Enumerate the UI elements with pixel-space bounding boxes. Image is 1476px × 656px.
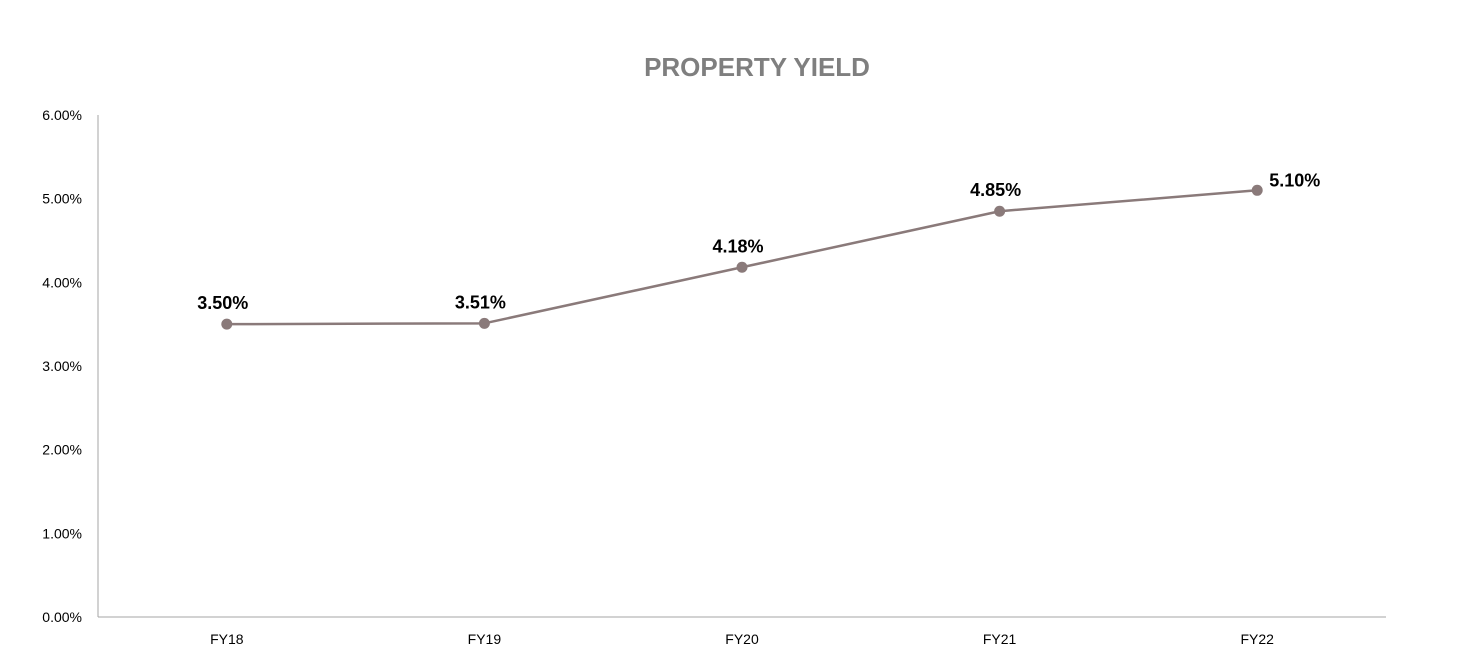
data-label: 3.50%	[197, 293, 248, 313]
data-label: 4.85%	[970, 180, 1021, 200]
data-point	[994, 205, 1006, 217]
data-label: 4.18%	[712, 236, 763, 256]
x-axis: FY18 FY19 FY20 FY21 FY22	[98, 616, 1386, 647]
y-tick-label: 6.00%	[42, 107, 82, 123]
y-tick-label: 5.00%	[42, 191, 82, 207]
y-tick-label: 1.00%	[42, 525, 82, 541]
y-axis: 0.00% 1.00% 2.00% 3.00% 4.00% 5.00% 6.00%	[42, 107, 99, 625]
y-tick-label: 4.00%	[42, 274, 82, 290]
y-tick-label: 3.00%	[42, 358, 82, 374]
chart-title: PROPERTY YIELD	[644, 52, 870, 82]
y-tick-label: 0.00%	[42, 609, 82, 625]
x-tick-label: FY19	[468, 631, 502, 647]
x-tick-label: FY22	[1240, 631, 1274, 647]
data-labels-group: 3.50% 3.51% 4.18% 4.85% 5.10%	[197, 170, 1320, 313]
data-point	[478, 317, 490, 329]
x-tick-label: FY18	[210, 631, 244, 647]
data-point	[221, 318, 233, 330]
data-label: 5.10%	[1269, 170, 1320, 190]
y-tick-label: 2.00%	[42, 442, 82, 458]
series-group	[221, 184, 1263, 330]
data-point	[1251, 184, 1263, 196]
x-tick-label: FY21	[983, 631, 1017, 647]
data-point	[736, 261, 748, 273]
x-tick-label: FY20	[725, 631, 759, 647]
data-label: 3.51%	[455, 292, 506, 312]
series-line	[226, 189, 1258, 326]
